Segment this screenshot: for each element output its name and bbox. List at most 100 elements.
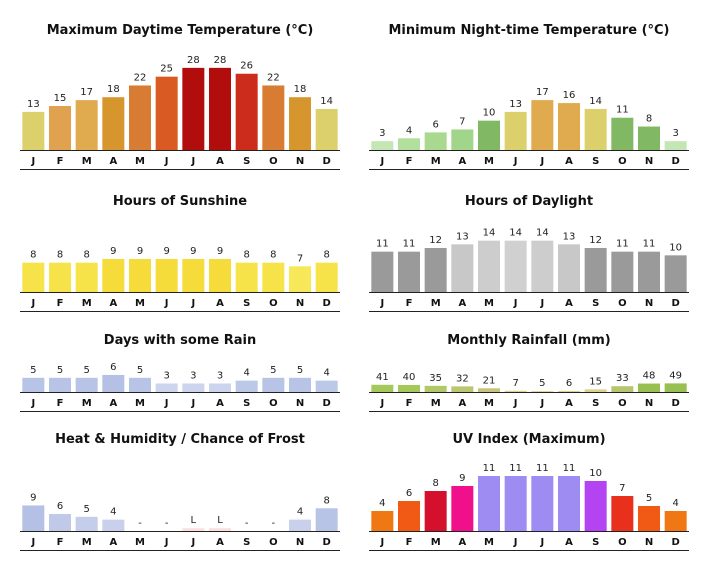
bar <box>451 386 474 392</box>
tick-label: A <box>109 156 117 167</box>
tick-label: M <box>484 537 494 548</box>
data-label: - <box>138 518 142 529</box>
bar <box>584 108 607 150</box>
bar <box>75 262 98 292</box>
tick-label: J <box>539 537 544 548</box>
data-label: 8 <box>57 250 63 261</box>
data-label: 35 <box>429 373 442 384</box>
data-label: 14 <box>536 228 549 239</box>
data-label: 9 <box>137 246 143 257</box>
bar <box>558 103 580 150</box>
tick-label: M <box>484 398 494 409</box>
data-label: 28 <box>187 55 200 66</box>
tick-label: S <box>592 298 599 309</box>
bar <box>22 262 45 292</box>
data-label: 5 <box>30 365 36 376</box>
tick-label: J <box>379 398 384 409</box>
data-label: 4 <box>243 368 249 379</box>
tick-label: M <box>484 298 494 309</box>
data-label: 11 <box>403 239 416 250</box>
tick-label: S <box>592 398 599 409</box>
bar <box>262 377 285 392</box>
bar <box>262 262 285 292</box>
data-label: 11 <box>643 239 656 250</box>
bar <box>531 100 554 150</box>
data-label: 14 <box>483 228 496 239</box>
tick-label: M <box>431 537 441 548</box>
data-label: 10 <box>589 468 602 479</box>
bar <box>102 97 125 150</box>
data-label: 13 <box>27 99 40 110</box>
tick-label: J <box>379 156 384 167</box>
bar <box>451 129 474 150</box>
data-label: 5 <box>270 365 276 376</box>
data-label: 14 <box>589 96 602 107</box>
tick-label: D <box>672 298 680 309</box>
data-label: 11 <box>509 463 522 474</box>
bar <box>531 240 554 292</box>
data-label: 5 <box>646 493 652 504</box>
bar <box>504 390 527 392</box>
bar <box>289 97 311 150</box>
tick-label: M <box>484 156 494 167</box>
tick-label: A <box>565 156 573 167</box>
tick-label: A <box>458 156 466 167</box>
chart-title: Minimum Night-time Temperature (°C) <box>389 23 670 38</box>
data-label: 33 <box>616 373 629 384</box>
tick-label: F <box>57 398 64 409</box>
tick-label: F <box>57 156 64 167</box>
tick-label: J <box>190 156 195 167</box>
tick-label: A <box>216 298 224 309</box>
tick-label: N <box>645 298 653 309</box>
chart-title: Monthly Rainfall (mm) <box>447 333 610 348</box>
tick-label: J <box>164 537 169 548</box>
bar <box>504 111 527 150</box>
data-label: 7 <box>512 378 518 389</box>
data-label: 6 <box>432 119 438 130</box>
bar <box>451 244 474 292</box>
data-label: 4 <box>406 125 412 136</box>
tick-label: N <box>645 537 653 548</box>
data-label: 9 <box>163 246 169 257</box>
tick-label: A <box>216 398 224 409</box>
bar <box>315 262 338 292</box>
chart-panel-2: Minimum Night-time Temperature (°C) 3 J 4 F 6… <box>369 23 689 170</box>
tick-label: M <box>82 298 92 309</box>
tick-label: J <box>164 298 169 309</box>
tick-label: N <box>296 398 304 409</box>
bar <box>371 251 394 292</box>
data-label: 3 <box>217 370 223 381</box>
tick-label: J <box>30 398 35 409</box>
data-label: 9 <box>190 246 196 257</box>
data-label: 11 <box>563 463 576 474</box>
bar <box>49 377 71 392</box>
tick-label: N <box>645 398 653 409</box>
data-label: 7 <box>619 483 625 494</box>
data-label: 25 <box>160 64 173 75</box>
tick-label: O <box>269 398 278 409</box>
tick-label: F <box>57 298 64 309</box>
data-label: - <box>245 518 249 529</box>
bar <box>289 377 311 392</box>
tick-label: D <box>323 156 331 167</box>
data-label: 12 <box>429 235 442 246</box>
bar <box>664 511 687 531</box>
tick-label: S <box>592 156 599 167</box>
data-label: 8 <box>323 495 329 506</box>
tick-label: J <box>379 537 384 548</box>
data-label: 28 <box>214 55 227 66</box>
data-label: 5 <box>137 365 143 376</box>
data-label: 9 <box>110 246 116 257</box>
data-label: 11 <box>616 105 629 116</box>
data-label: 12 <box>589 235 602 246</box>
data-label: 41 <box>376 372 389 383</box>
tick-label: S <box>243 298 250 309</box>
data-label: 3 <box>190 370 196 381</box>
tick-label: J <box>30 156 35 167</box>
data-label: 49 <box>669 370 682 381</box>
bar <box>209 383 231 392</box>
chart-panel-3: Hours of Sunshine 8 J 8 F 8 M 9 A 9 M 9 J 9 J 9 A 8 S 8 O 7 N 8… <box>20 194 340 312</box>
chart-title: Maximum Daytime Temperature (°C) <box>47 23 314 38</box>
tick-label: J <box>539 298 544 309</box>
